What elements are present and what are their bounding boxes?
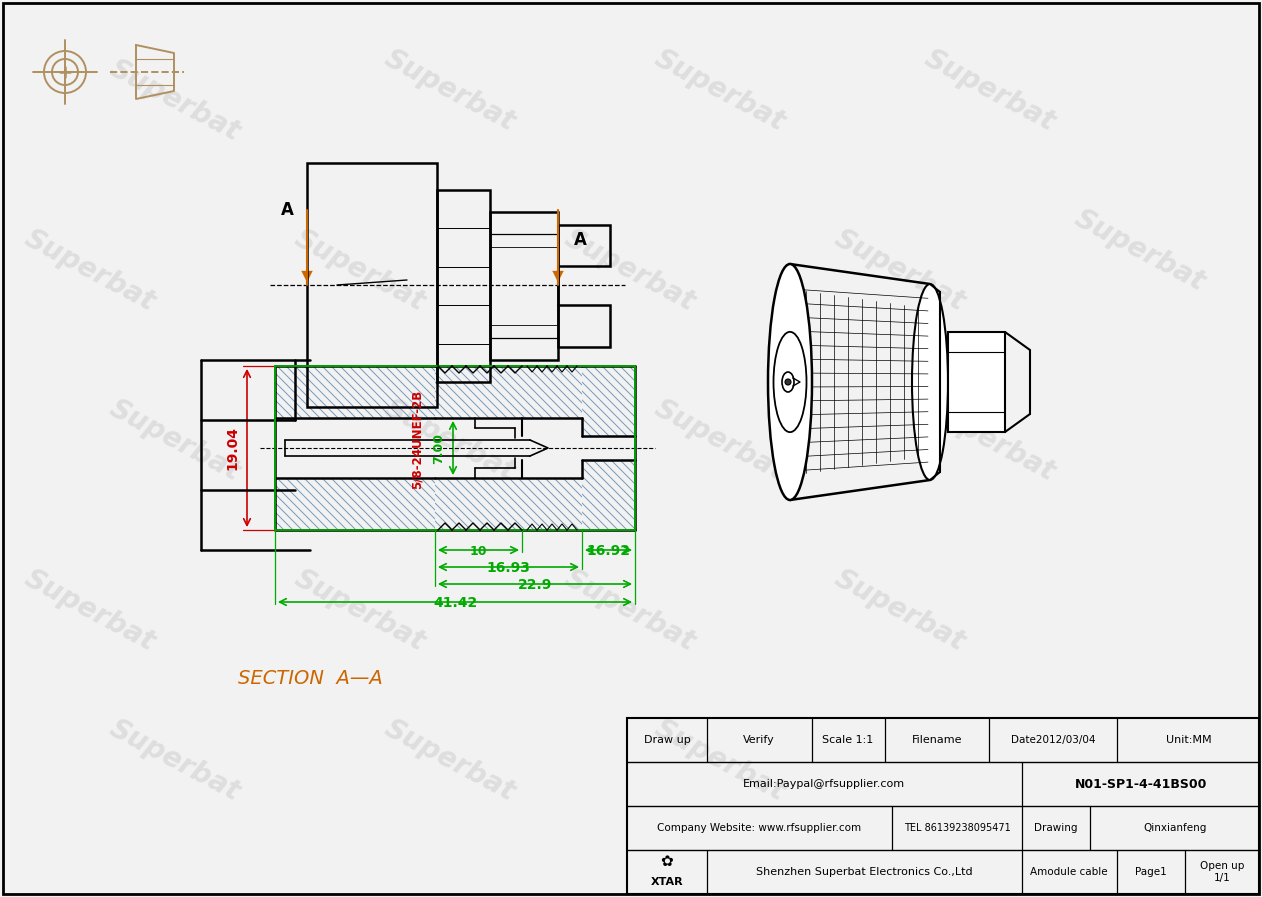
Text: Shenzhen Superbat Electronics Co.,Ltd: Shenzhen Superbat Electronics Co.,Ltd — [756, 867, 972, 877]
Text: Scale 1:1: Scale 1:1 — [823, 735, 873, 745]
Text: Open up
1/1: Open up 1/1 — [1200, 861, 1244, 883]
Text: Superbat: Superbat — [290, 224, 430, 316]
Text: Superbat: Superbat — [105, 714, 245, 806]
Bar — [558, 225, 610, 266]
Text: Superbat: Superbat — [650, 44, 790, 136]
Text: A: A — [280, 201, 294, 219]
Text: Superbat: Superbat — [380, 44, 520, 136]
Text: Superbat: Superbat — [20, 564, 160, 657]
Text: TEL 86139238095471: TEL 86139238095471 — [904, 823, 1011, 833]
Text: Superbat: Superbat — [650, 394, 790, 486]
Text: Superbat: Superbat — [20, 224, 160, 316]
Circle shape — [785, 379, 791, 385]
Text: Page1: Page1 — [1135, 867, 1167, 877]
Text: Superbat: Superbat — [380, 714, 520, 806]
Text: Filename: Filename — [911, 735, 962, 745]
Text: 19.04: 19.04 — [225, 426, 239, 470]
Text: Date2012/03/04: Date2012/03/04 — [1011, 735, 1095, 745]
Ellipse shape — [769, 264, 811, 500]
Text: N01-SP1-4-41BS00: N01-SP1-4-41BS00 — [1075, 778, 1208, 790]
Text: Superbat: Superbat — [560, 564, 700, 657]
Bar — [558, 305, 610, 347]
Bar — [948, 332, 1005, 432]
Text: Superbat: Superbat — [650, 714, 790, 806]
Text: ✿: ✿ — [660, 854, 674, 868]
Text: Superbat: Superbat — [920, 44, 1060, 136]
Text: Drawing: Drawing — [1035, 823, 1078, 833]
Text: 41.42: 41.42 — [433, 596, 477, 610]
Text: XTAR: XTAR — [651, 876, 683, 886]
Text: Qinxianfeng: Qinxianfeng — [1143, 823, 1206, 833]
Text: 16.92: 16.92 — [587, 544, 631, 558]
Text: 10: 10 — [469, 545, 487, 558]
Text: 22.9: 22.9 — [517, 578, 553, 592]
Text: Company Website: www.rfsupplier.com: Company Website: www.rfsupplier.com — [658, 823, 861, 833]
Bar — [437, 190, 490, 382]
Text: Email:Paypal@rfsupplier.com: Email:Paypal@rfsupplier.com — [743, 779, 905, 789]
Text: Superbat: Superbat — [1070, 204, 1210, 296]
Text: Unit:MM: Unit:MM — [1166, 735, 1212, 745]
Text: A: A — [573, 231, 587, 249]
Text: Superbat: Superbat — [920, 394, 1060, 486]
Text: Superbat: Superbat — [560, 224, 700, 316]
Text: 16.93: 16.93 — [487, 561, 530, 575]
Text: Superbat: Superbat — [830, 564, 970, 657]
Text: Amodule cable: Amodule cable — [1030, 867, 1108, 877]
Text: SECTION  A—A: SECTION A—A — [237, 668, 382, 687]
Text: 5/8-24UNEF-2B: 5/8-24UNEF-2B — [410, 390, 424, 490]
Bar — [627, 718, 1259, 894]
Bar — [490, 212, 558, 360]
Text: Verify: Verify — [743, 735, 775, 745]
Ellipse shape — [782, 372, 794, 392]
Text: Superbat: Superbat — [105, 54, 245, 146]
Text: Superbat: Superbat — [105, 394, 245, 486]
Text: Draw up: Draw up — [644, 735, 690, 745]
Text: Superbat: Superbat — [830, 224, 970, 316]
Bar — [307, 163, 437, 407]
Text: 7.00: 7.00 — [432, 432, 445, 464]
Ellipse shape — [774, 332, 806, 432]
Ellipse shape — [912, 284, 948, 480]
Text: Superbat: Superbat — [290, 564, 430, 657]
Text: Superbat: Superbat — [380, 394, 520, 486]
Bar — [275, 366, 635, 530]
